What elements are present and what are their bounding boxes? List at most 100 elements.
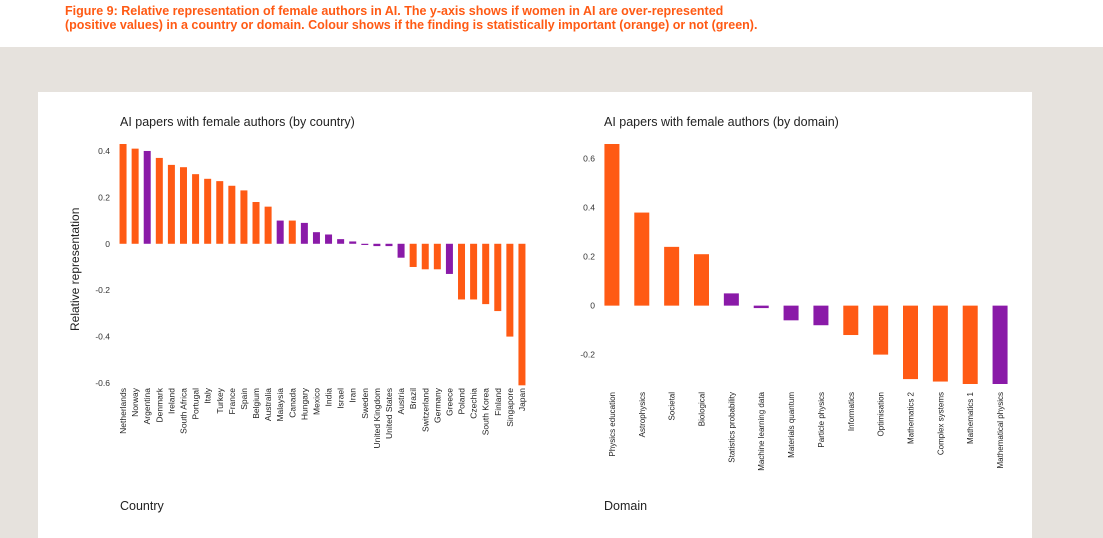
domain-chart-xlabel: Domain (604, 499, 648, 513)
country-category-label: Iran (348, 388, 358, 403)
domain-category-label: Biological (698, 392, 707, 426)
country-ytick-label: 0.4 (98, 146, 110, 156)
country-category-label: Portugal (191, 388, 201, 420)
country-category-label: Mexico (311, 388, 321, 415)
domain-chart-title: AI papers with female authors (by domain… (604, 115, 839, 129)
domain-category-label: Materials quantum (787, 392, 796, 458)
domain-bar (843, 305, 859, 336)
country-ytick-label: 0.2 (98, 192, 110, 202)
country-category-label: Sweden (360, 388, 370, 419)
country-category-label: South Africa (178, 388, 188, 434)
country-bar (433, 243, 441, 270)
country-bar (397, 243, 405, 258)
country-ytick-label: -0.6 (95, 378, 110, 388)
country-category-label: France (227, 388, 237, 415)
country-category-label: Israel (336, 388, 346, 409)
country-category-label: Greece (444, 388, 454, 416)
country-category-label: Spain (239, 388, 249, 410)
country-category-label: Australia (263, 388, 273, 421)
country-bar (288, 220, 296, 244)
domain-category-label: Physics education (608, 392, 617, 456)
domain-bar (694, 254, 709, 306)
domain-bar (664, 246, 680, 306)
domain-category-label: Astrophysics (638, 392, 647, 437)
domain-category-label: Societal (668, 392, 677, 421)
domain-category-label: Statistics probability (727, 392, 736, 463)
domain-category-label: Machine learning data (757, 391, 766, 470)
country-category-label: Norway (130, 387, 140, 417)
country-category-label: Singapore (505, 388, 515, 427)
country-chart-xlabel: Country (120, 499, 164, 513)
country-category-label: Hungary (299, 387, 309, 420)
country-ytick-label: -0.4 (95, 332, 110, 342)
country-category-label: Ireland (166, 388, 176, 414)
caption-line-2: (positive values) in a country or domain… (65, 18, 758, 32)
country-bar (409, 243, 417, 267)
country-bar (155, 157, 163, 244)
country-bar (361, 243, 369, 245)
country-bar (204, 178, 212, 244)
domain-category-label: Mathematics 2 (907, 391, 916, 444)
country-category-label: Argentina (142, 388, 152, 425)
country-category-label: Denmark (154, 387, 164, 422)
country-category-label: Italy (203, 387, 213, 403)
country-bar (216, 181, 224, 244)
country-category-label: Turkey (215, 387, 225, 413)
country-bar (264, 206, 272, 244)
country-category-label: Finland (493, 388, 503, 416)
country-category-label: Netherlands (118, 388, 128, 434)
country-category-label: Germany (432, 387, 442, 423)
country-category-label: Japan (517, 388, 527, 411)
domain-ytick-label: 0.2 (583, 252, 595, 262)
country-bar (506, 243, 514, 337)
domain-ytick-label: 0.4 (583, 203, 595, 213)
country-bar (119, 144, 127, 244)
country-bar (325, 234, 333, 244)
figure-caption: Figure 9: Relative representation of fem… (65, 4, 1065, 32)
country-bar (482, 243, 490, 305)
country-category-label: Poland (457, 388, 467, 415)
domain-category-label: Mathematical physics (996, 392, 1005, 468)
country-category-label: Czechia (469, 388, 479, 419)
country-category-label: Austria (396, 388, 406, 415)
country-bar (518, 243, 526, 386)
country-category-label: South Korea (481, 388, 491, 436)
country-bar (445, 243, 453, 274)
domain-bar (813, 305, 829, 326)
country-ytick-label: -0.2 (95, 285, 110, 295)
domain-ytick-label: 0 (590, 301, 595, 311)
domain-category-label: Informatics (847, 392, 856, 431)
country-bar (421, 243, 429, 270)
country-bar (494, 243, 502, 312)
domain-bar (873, 305, 889, 355)
country-bar (276, 220, 284, 244)
domain-category-label: Complex systems (936, 392, 945, 455)
country-bar (470, 243, 478, 300)
domain-bar (753, 305, 769, 309)
domain-bar (903, 305, 918, 380)
domain-bar (992, 305, 1008, 384)
country-bar (192, 174, 200, 244)
country-category-label: United Kingdom (372, 388, 382, 448)
country-bar (373, 243, 381, 247)
domain-category-label: Particle physics (817, 392, 826, 448)
country-bar (143, 150, 151, 244)
country-bar (131, 148, 139, 244)
country-category-label: United States (384, 388, 394, 439)
country-bar (179, 167, 187, 244)
domain-category-label: Optimisation (877, 392, 886, 436)
country-bar (167, 164, 175, 244)
domain-bar (962, 305, 978, 384)
country-bar (349, 241, 357, 244)
country-chart-title: AI papers with female authors (by countr… (120, 115, 355, 129)
caption-line-1: Figure 9: Relative representation of fem… (65, 4, 724, 18)
domain-ytick-label: -0.2 (580, 350, 595, 360)
domain-bar (723, 293, 739, 306)
domain-bar (634, 212, 650, 306)
domain-bar (783, 305, 799, 321)
country-bar (240, 190, 248, 244)
country-category-label: Malaysia (275, 388, 285, 422)
domain-category-label: Mathematics 1 (966, 391, 975, 444)
country-bar (385, 243, 393, 247)
country-ytick-label: 0 (105, 239, 110, 249)
